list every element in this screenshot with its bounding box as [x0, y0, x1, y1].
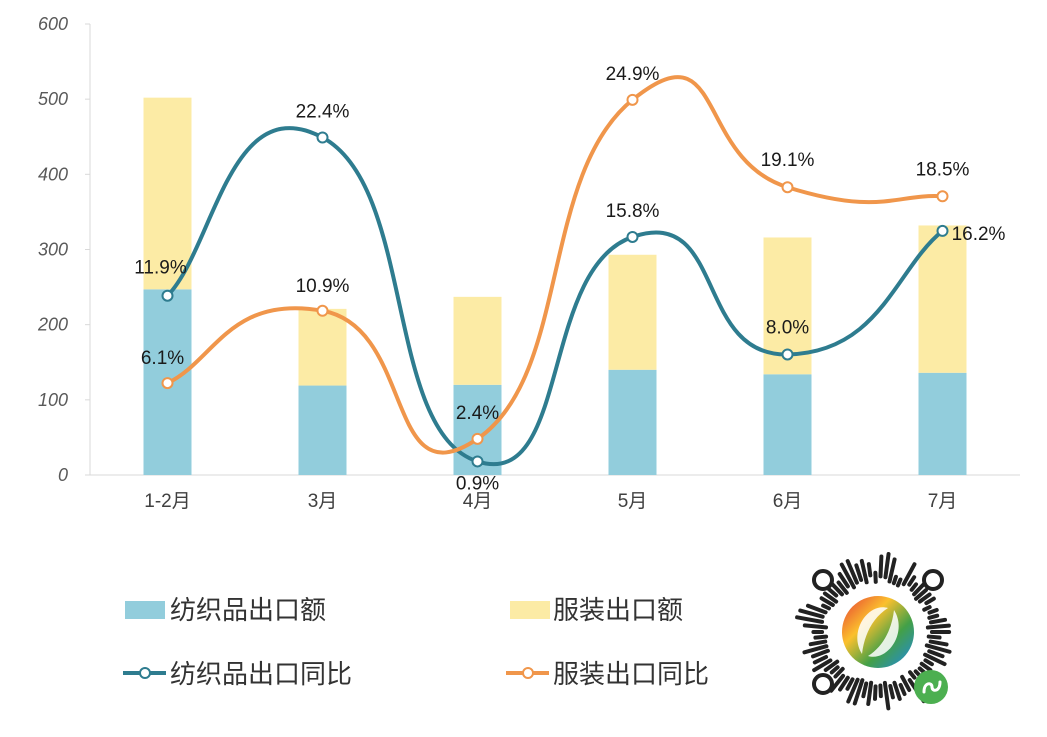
bar-textile-amount — [608, 369, 657, 475]
data-label-textile-yoy: 22.4% — [296, 102, 350, 123]
legend-swatch-textile-amount — [125, 601, 165, 619]
legend-swatch-apparel-amount — [510, 601, 550, 619]
bar-textile-amount — [298, 385, 347, 475]
point-textile-yoy — [316, 131, 329, 144]
x-tick-label: 4月 — [463, 491, 493, 512]
point-apparel-yoy — [471, 432, 484, 445]
data-labels: 11.9% 22.4% 0.9% 15.8% 8.0% 16.2% 6.1% 10.9% 2.4… — [134, 64, 1005, 495]
legend-label-textile-yoy: 纺织品出口同比 — [170, 659, 352, 689]
x-tick-label: 5月 — [618, 491, 648, 512]
point-textile-yoy — [471, 455, 484, 468]
legend-marker-apparel-yoy — [522, 667, 534, 679]
legend: 纺织品出口额 服装出口额 纺织品出口同比 服装出口同比 — [123, 595, 709, 689]
point-textile-yoy — [626, 230, 639, 243]
bar-apparel-amount — [608, 254, 657, 370]
point-apparel-yoy — [781, 181, 794, 194]
data-label-apparel-yoy: 19.1% — [761, 150, 815, 171]
legend-marker-textile-yoy — [139, 667, 151, 679]
bar-apparel-amount — [298, 308, 347, 386]
y-tick-label: 300 — [38, 240, 68, 260]
bar-apparel-amount — [143, 97, 192, 290]
point-textile-yoy — [161, 289, 174, 302]
y-tick-label: 400 — [38, 164, 68, 184]
line-apparel-yoy — [165, 75, 945, 455]
data-label-textile-yoy: 11.9% — [134, 258, 187, 279]
data-label-apparel-yoy: 6.1% — [141, 348, 184, 369]
y-tick-label: 500 — [38, 89, 68, 109]
data-label-apparel-yoy: 18.5% — [916, 159, 970, 180]
data-label-apparel-yoy: 24.9% — [606, 64, 660, 85]
x-tick-label: 6月 — [773, 491, 803, 512]
legend-label-apparel-yoy: 服装出口同比 — [553, 659, 709, 689]
lines — [161, 75, 949, 468]
qr-code-icon — [795, 552, 952, 711]
point-textile-yoy — [781, 348, 794, 361]
y-tick-label: 600 — [38, 14, 68, 34]
data-label-textile-yoy: 15.8% — [606, 201, 660, 222]
y-tick-label: 0 — [58, 465, 68, 485]
legend-label-apparel-amount: 服装出口额 — [553, 595, 683, 625]
data-label-textile-yoy: 16.2% — [952, 224, 1006, 245]
point-apparel-yoy — [316, 304, 329, 317]
bar-textile-amount — [918, 372, 967, 475]
data-label-apparel-yoy: 2.4% — [456, 403, 499, 424]
point-apparel-yoy — [936, 190, 949, 203]
axes: 0 100 200 300 400 500 600 1-2月 3月 4月 5月 6月 7月 — [37, 14, 1020, 512]
x-tick-label: 1-2月 — [144, 491, 190, 512]
bar-apparel-amount — [918, 225, 967, 373]
data-label-apparel-yoy: 10.9% — [296, 276, 350, 297]
legend-label-textile-amount: 纺织品出口额 — [170, 595, 326, 625]
y-tick-label: 200 — [37, 315, 68, 335]
data-label-textile-yoy: 8.0% — [766, 317, 809, 338]
bar-apparel-amount — [453, 296, 502, 385]
y-tick-label: 100 — [38, 390, 68, 410]
point-textile-yoy — [936, 224, 949, 237]
data-label-textile-yoy: 0.9% — [456, 473, 499, 494]
bars — [143, 97, 967, 475]
x-tick-label: 7月 — [928, 491, 958, 512]
point-apparel-yoy — [626, 93, 639, 106]
bar-textile-amount — [763, 374, 812, 475]
x-tick-label: 3月 — [308, 491, 338, 512]
line-textile-yoy — [165, 126, 945, 467]
point-apparel-yoy — [161, 377, 174, 390]
